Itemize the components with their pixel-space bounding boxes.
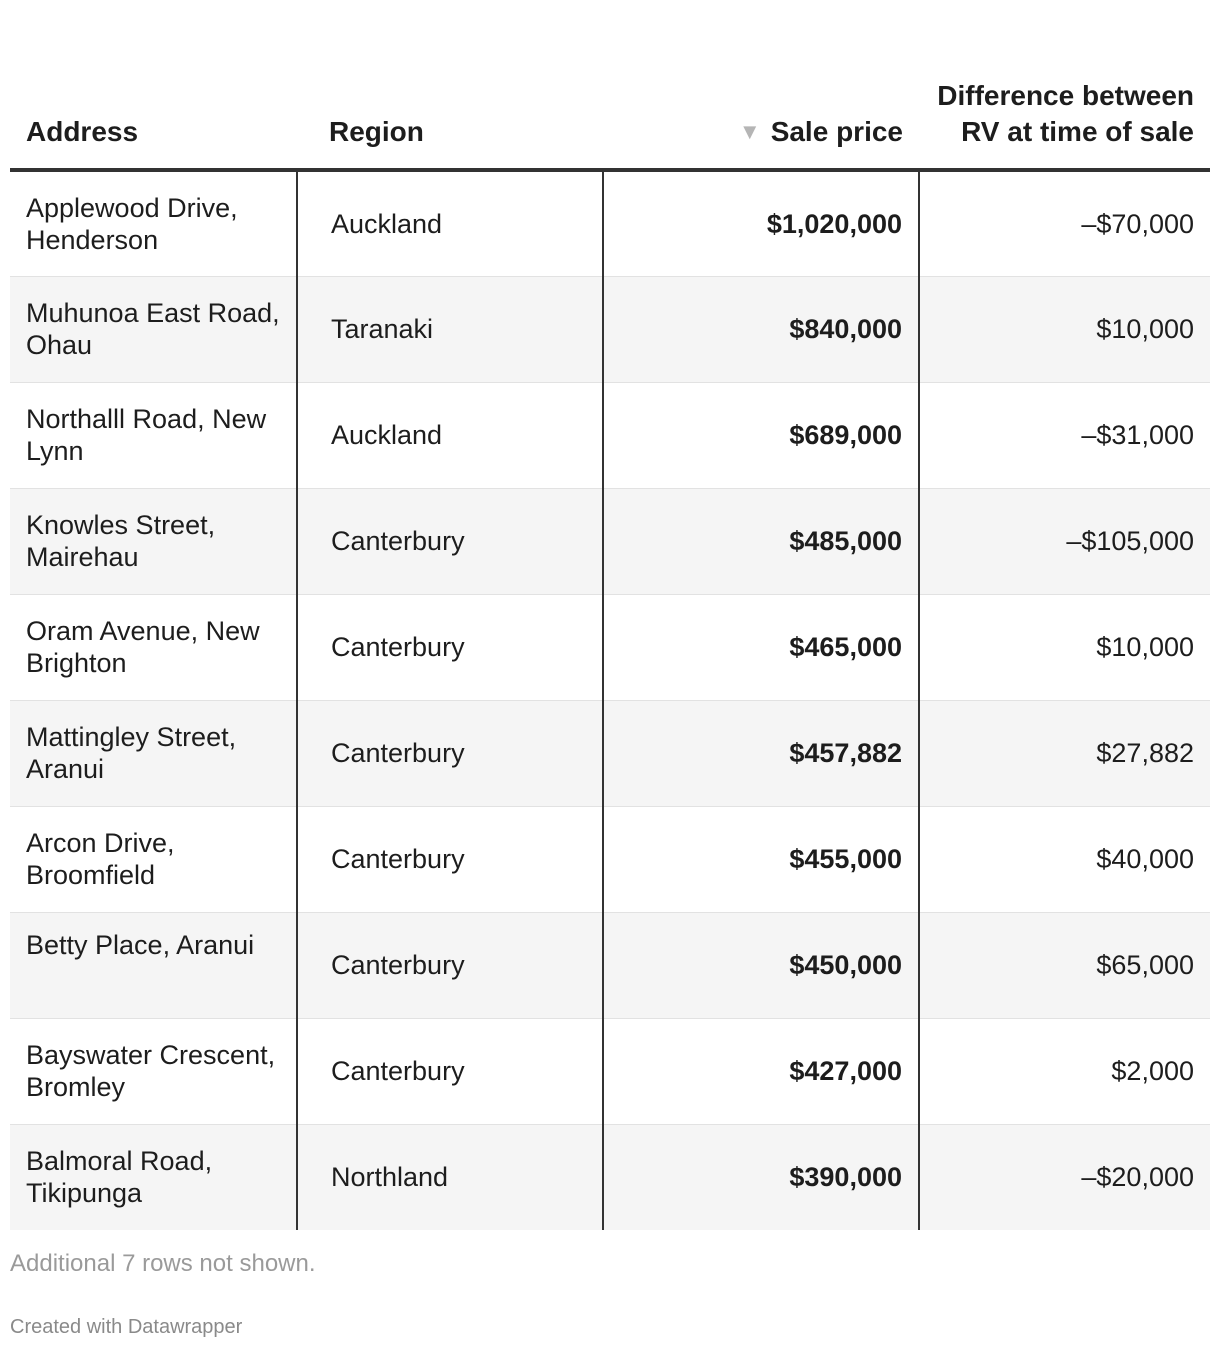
table-row: Bayswater Crescent, Bromley Canterbury $42… [10, 1017, 1210, 1124]
cell-difference: –$31,000 [918, 381, 1210, 488]
cell-address: Betty Place, Aranui [10, 911, 297, 1018]
cell-region: Canterbury [296, 911, 603, 1018]
cell-sale-price: $485,000 [602, 487, 919, 594]
cell-address: Northalll Road, New Lynn [10, 381, 297, 488]
table-row: Arcon Drive, Broomfield Canterbury $455,00… [10, 805, 1210, 912]
cell-sale-price: $450,000 [602, 911, 919, 1018]
table-body: Applewood Drive, Henderson Auckland $1,020… [10, 170, 1210, 1230]
table-wrapper: Address Region ▼ Sale price Difference be… [10, 0, 1210, 1339]
cell-address: Balmoral Road, Tikipunga [10, 1123, 297, 1230]
cell-difference: $2,000 [918, 1017, 1210, 1124]
credit-line: Created with Datawrapper [10, 1316, 243, 1338]
cell-region: Canterbury [296, 1017, 603, 1124]
table-row: Mattingley Street, Aranui Canterbury $457,… [10, 699, 1210, 806]
sort-descending-icon: ▼ [738, 119, 761, 144]
cell-sale-price: $465,000 [602, 593, 919, 700]
cell-difference: –$20,000 [918, 1123, 1210, 1230]
cell-difference: $65,000 [918, 911, 1210, 1018]
cell-sale-price: $457,882 [602, 699, 919, 806]
column-header-address[interactable]: Address [10, 0, 297, 172]
cell-sale-price: $840,000 [602, 275, 919, 382]
cell-address: Mattingley Street, Aranui [10, 699, 297, 806]
table-row: Oram Avenue, New Brighton Canterbury $465,… [10, 593, 1210, 700]
cell-difference: $40,000 [918, 805, 1210, 912]
cell-difference: $10,000 [918, 275, 1210, 382]
column-header-address-label: Address [26, 116, 139, 147]
table-header: Address Region ▼ Sale price Difference be… [10, 0, 1210, 172]
cell-region: Canterbury [296, 699, 603, 806]
cell-region: Canterbury [296, 593, 603, 700]
cell-address: Muhunoa East Road, Ohau [10, 275, 297, 382]
column-header-sale-price[interactable]: ▼ Sale price [603, 0, 919, 172]
cell-address: Bayswater Crescent, Bromley [10, 1017, 297, 1124]
cell-region: Taranaki [296, 275, 603, 382]
cell-address: Oram Avenue, New Brighton [10, 593, 297, 700]
table-row: Knowles Street, Mairehau Canterbury $485,0… [10, 487, 1210, 594]
table-notes: Additional 7 rows not shown. [10, 1250, 316, 1277]
cell-sale-price: $455,000 [602, 805, 919, 912]
column-header-region[interactable]: Region [297, 0, 603, 172]
cell-address: Knowles Street, Mairehau [10, 487, 297, 594]
cell-sale-price: $689,000 [602, 381, 919, 488]
table-row: Betty Place, Aranui Canterbury $450,000 $65… [10, 911, 1210, 1018]
cell-region: Auckland [296, 170, 603, 276]
cell-region: Northland [296, 1123, 603, 1230]
table-row: Northalll Road, New Lynn Auckland $689,000… [10, 381, 1210, 488]
column-header-difference-label: Difference between RV at time of sale [937, 80, 1194, 147]
cell-region: Auckland [296, 381, 603, 488]
cell-sale-price: $427,000 [602, 1017, 919, 1124]
cell-address: Applewood Drive, Henderson [26, 192, 238, 255]
header-row: Address Region ▼ Sale price Difference be… [10, 0, 1210, 172]
cell-sale-price: $390,000 [602, 1123, 919, 1230]
cell-region: Canterbury [296, 487, 603, 594]
cell-region: Canterbury [296, 805, 603, 912]
column-header-sale-price-label: Sale price [770, 116, 903, 147]
cell-difference: –$70,000 [918, 170, 1210, 276]
cell-sale-price: $1,020,000 [602, 170, 919, 276]
table-row: Applewood Drive, Henderson Auckland $1,020… [10, 170, 1210, 276]
table-row: Muhunoa East Road, Ohau Taranaki $840,000 $… [10, 275, 1210, 382]
column-header-region-label: Region [329, 116, 424, 147]
cell-difference: $10,000 [918, 593, 1210, 700]
cell-difference: –$105,000 [918, 487, 1210, 594]
cell-difference: $27,882 [918, 699, 1210, 806]
sales-table: Address Region ▼ Sale price Difference be… [10, 0, 1210, 1230]
table-row: Balmoral Road, Tikipunga Northland $390,00… [10, 1123, 1210, 1230]
cell-address: Arcon Drive, Broomfield [10, 805, 297, 912]
column-header-difference[interactable]: Difference between RV at time of sale [919, 0, 1210, 172]
